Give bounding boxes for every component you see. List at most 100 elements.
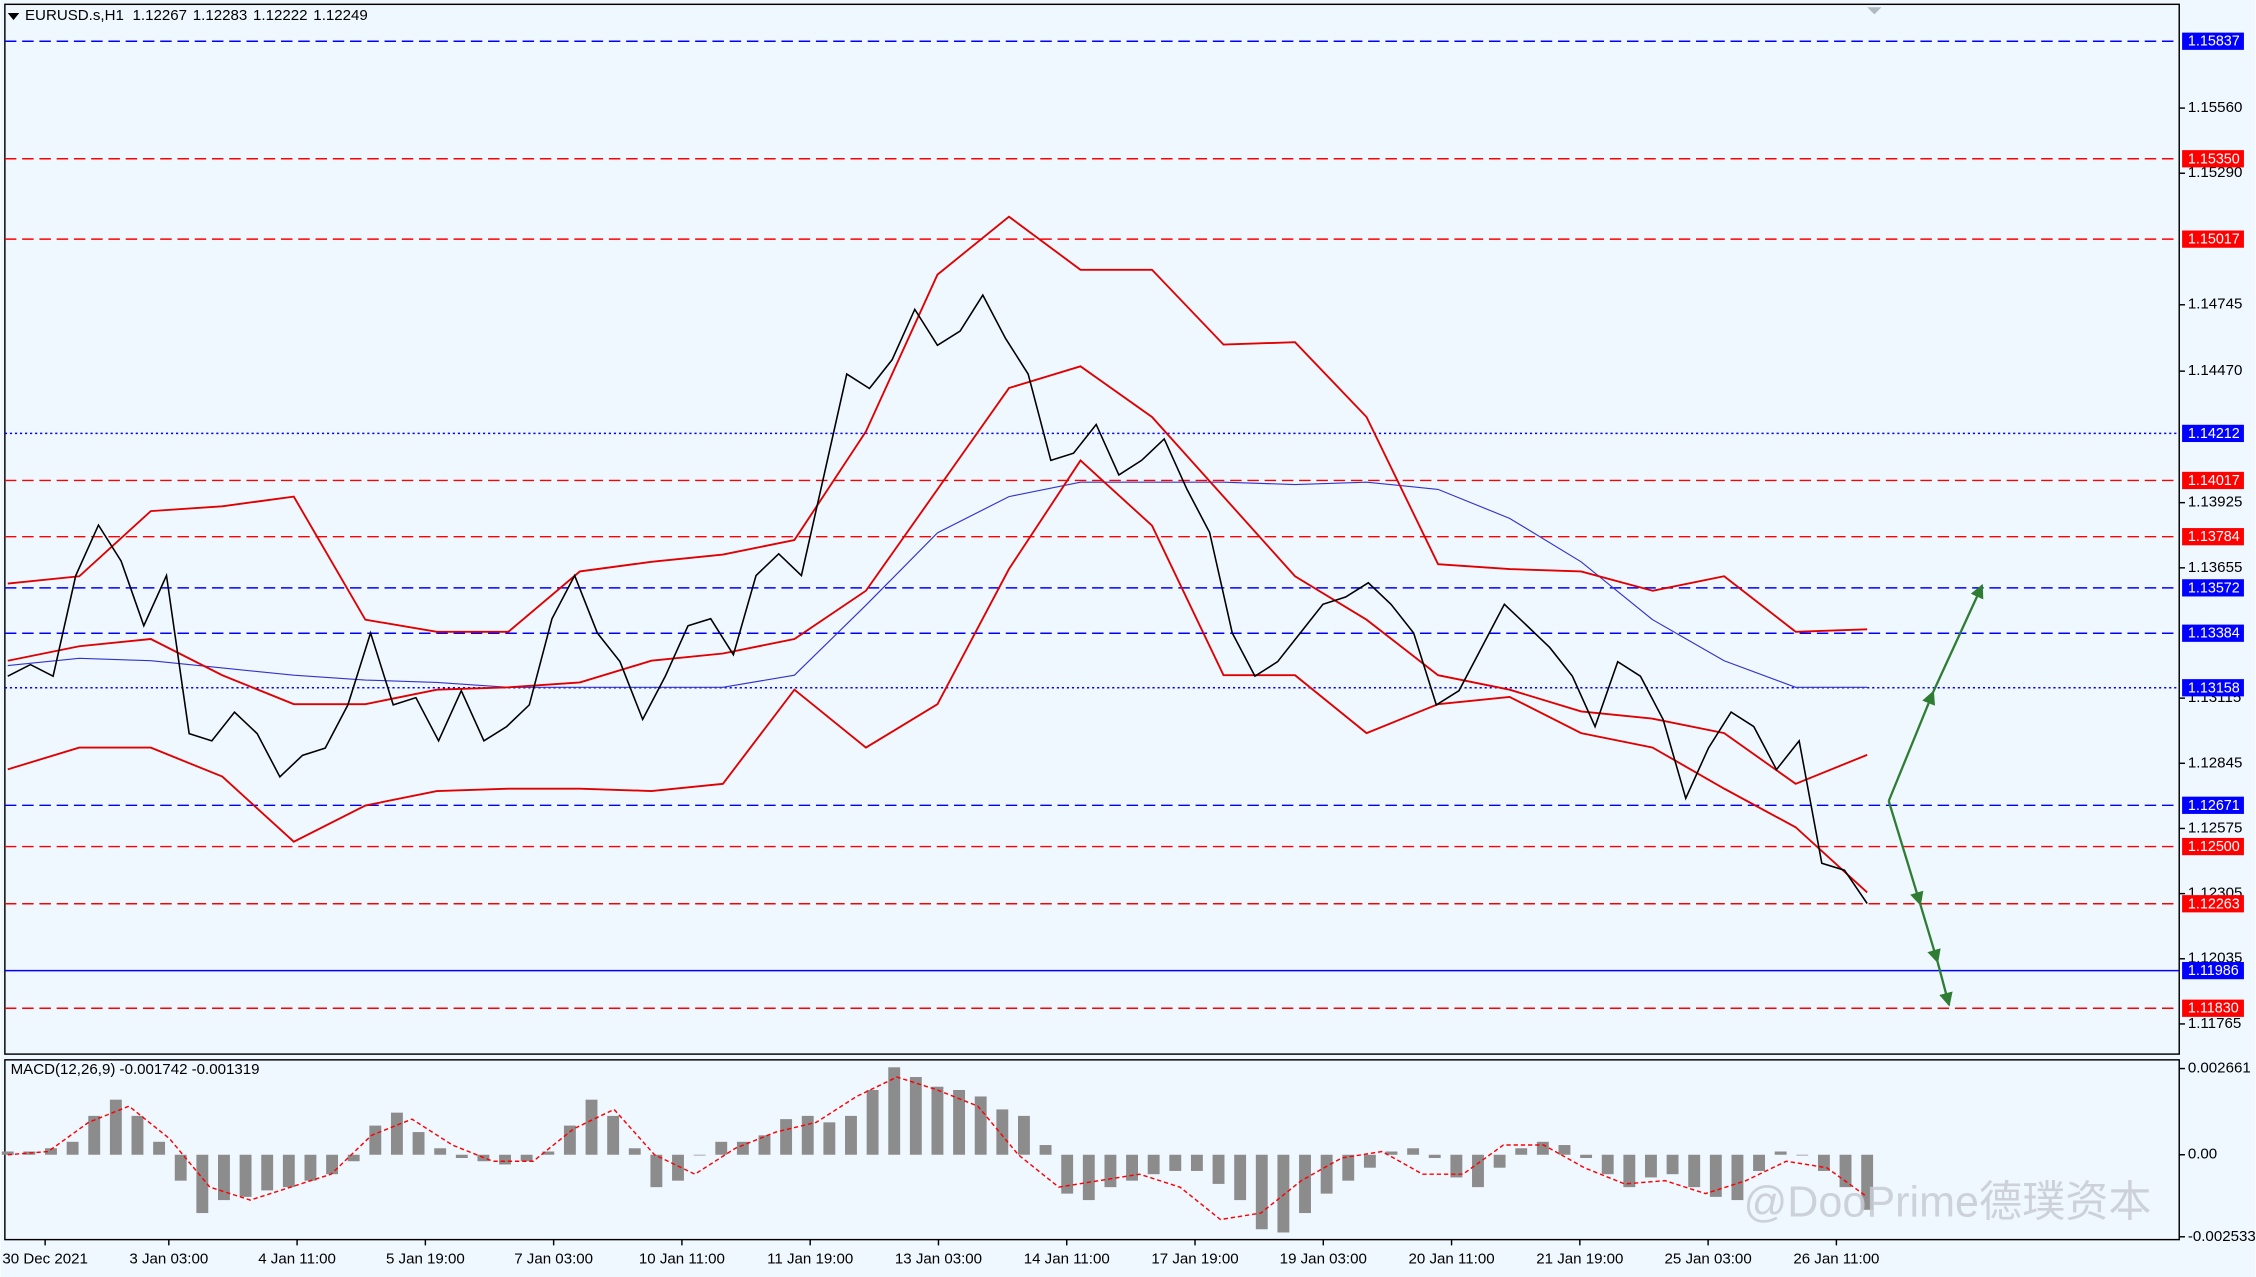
y-tick-label: 1.12845: [2188, 754, 2243, 771]
macd-bar: [1493, 1154, 1506, 1168]
macd-bar: [88, 1115, 101, 1155]
series-line: [7, 458, 1868, 894]
macd-bar: [780, 1119, 793, 1155]
x-tick-label: 30 Dec 2021: [2, 1251, 88, 1268]
x-tick-label: 10 Jan 11:00: [639, 1251, 725, 1268]
symbol: EURUSD.s,H1: [25, 7, 124, 24]
macd-bar: [931, 1086, 944, 1155]
macd-bar: [845, 1115, 857, 1155]
macd-bar: [1558, 1145, 1571, 1155]
series-line: [7, 1076, 1868, 1221]
macd-bar: [1277, 1154, 1290, 1233]
price-level-box: [2182, 895, 2244, 913]
x-tick-label: 13 Jan 03:00: [895, 1251, 982, 1268]
macd-bar: [758, 1135, 771, 1155]
high: 1.12283: [193, 7, 248, 24]
macd-bar: [974, 1096, 987, 1155]
x-tick-label: 3 Jan 03:00: [129, 1251, 208, 1268]
chart-layer: 1.15560 1.15290 1.14745 1.14470 1.13925 1.136…: [1, 32, 2256, 1268]
main-plot-frame: [4, 3, 2180, 1055]
macd-bar: [650, 1154, 663, 1188]
y-tick-label: 0.00: [2188, 1146, 2217, 1163]
price-level-label: 1.12263: [2188, 896, 2240, 912]
y-tick-label: 1.15560: [2188, 99, 2243, 116]
arrow-down: [1936, 961, 1953, 1007]
y-tick-label: 1.11765: [2188, 1015, 2241, 1032]
macd-bar: [1061, 1154, 1074, 1194]
series-line: [7, 481, 1868, 688]
price-level-box: [2182, 999, 2244, 1017]
arrow-down: [1919, 904, 1941, 964]
macd-bar: [1320, 1154, 1333, 1194]
arrow-down: [1887, 800, 1924, 906]
macd-bar: [196, 1154, 209, 1214]
macd-bar: [390, 1112, 403, 1155]
price-level-box: [2182, 796, 2244, 814]
macd-bar: [1796, 1154, 1809, 1156]
x-tick-label: 7 Jan 03:00: [514, 1251, 593, 1268]
macd-bar: [909, 1077, 922, 1155]
price-level-box: [2182, 471, 2244, 490]
macd-bar: [1731, 1154, 1744, 1201]
macd-plot-frame: [4, 1059, 2180, 1241]
x-tick-label: 19 Jan 03:00: [1280, 1251, 1367, 1268]
macd-bar: [1428, 1154, 1441, 1158]
macd-bar: [520, 1154, 533, 1162]
macd-bar: [1234, 1154, 1247, 1201]
macd-bar: [1126, 1154, 1138, 1181]
macd-bar: [153, 1141, 166, 1155]
x-tick-label: 17 Jan 19:00: [1151, 1251, 1238, 1268]
macd-bar: [1363, 1154, 1376, 1168]
price-level-box: [2182, 961, 2244, 980]
macd-bar: [1666, 1154, 1679, 1175]
price-level-label: 1.12671: [2188, 798, 2240, 814]
macd-bar: [1082, 1154, 1095, 1201]
price-level-label: 1.14212: [2188, 426, 2240, 442]
x-tick-label: 11 Jan 19:00: [767, 1251, 853, 1268]
macd-bar: [1515, 1148, 1528, 1155]
macd-bar: [996, 1109, 1009, 1155]
macd-bar: [672, 1154, 684, 1181]
macd-bar: [1839, 1154, 1852, 1188]
y-tick-label: 1.14745: [2188, 296, 2243, 313]
macd-bar: [1580, 1154, 1593, 1158]
price-level-box: [2182, 32, 2244, 50]
price-level-label: 1.11830: [2188, 1001, 2239, 1017]
price-level-label: 1.14017: [2188, 473, 2240, 489]
open: 1.12267: [133, 7, 188, 24]
y-tick-label: 1.15290: [2188, 164, 2243, 181]
macd-bar: [1774, 1151, 1787, 1155]
macd-bar: [1688, 1154, 1701, 1188]
macd-bar: [866, 1089, 879, 1155]
macd-bar: [347, 1154, 360, 1162]
macd-bar: [1147, 1154, 1160, 1175]
macd-bar: [1753, 1154, 1766, 1171]
price-level-box: [2182, 679, 2244, 697]
price-level-label: 1.15350: [2188, 151, 2240, 167]
macd-bar: [499, 1154, 511, 1165]
price-level-box: [2182, 624, 2244, 642]
y-tick-label: 1.13655: [2188, 559, 2243, 576]
macd-bar: [953, 1089, 966, 1155]
x-tick-label: 21 Jan 19:00: [1536, 1251, 1623, 1268]
price-level-box: [2182, 837, 2244, 856]
menu-triangle: [7, 12, 20, 21]
x-tick-label: 25 Jan 03:00: [1665, 1251, 1752, 1268]
macd-bar: [1299, 1154, 1311, 1214]
macd-bar: [736, 1141, 749, 1155]
projection-arrows: [1887, 584, 1984, 1007]
macd-bar: [1, 1151, 14, 1155]
x-tick-label: 26 Jan 11:00: [1793, 1251, 1879, 1268]
x-tick-label: 4 Jan 11:00: [258, 1251, 336, 1268]
macd-bar: [326, 1154, 339, 1175]
macd-bar: [45, 1148, 57, 1155]
macd-bar: [218, 1154, 230, 1201]
macd-bar: [1645, 1154, 1657, 1178]
macd-bar: [1017, 1115, 1030, 1155]
macd-bar: [1450, 1154, 1463, 1178]
macd-bar: [131, 1115, 144, 1155]
x-tick-label: 14 Jan 11:00: [1024, 1251, 1110, 1268]
macd-bar: [66, 1141, 79, 1155]
